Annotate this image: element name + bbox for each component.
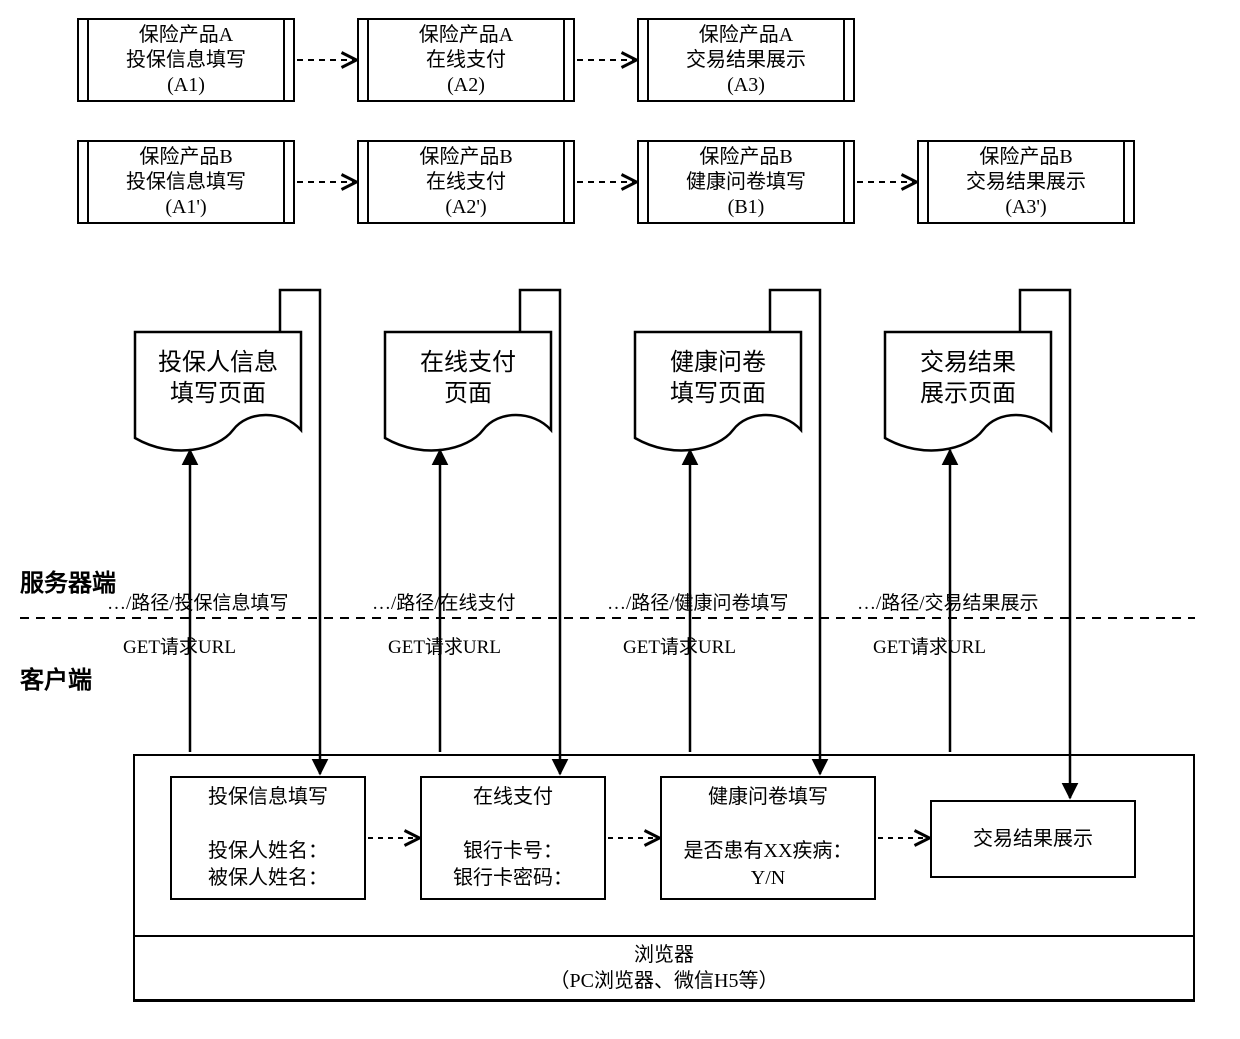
doc-health-label: 健康问卷 填写页面 — [633, 330, 803, 410]
browser-bar-text: 浏览器 （PC浏览器、微信H5等） — [550, 942, 779, 994]
step-a3-text: 保险产品A 交易结果展示 (A3) — [668, 17, 824, 104]
step-a3: 保险产品A 交易结果展示 (A3) — [637, 18, 855, 102]
doc-info: 投保人信息 填写页面 — [133, 330, 303, 460]
path-0: …/路径/投保信息填写 — [107, 588, 289, 615]
doc-info-label: 投保人信息 填写页面 — [133, 330, 303, 410]
step-a2: 保险产品A 在线支付 (A2) — [357, 18, 575, 102]
client-box-3: 交易结果展示 — [930, 800, 1136, 878]
path-3: …/路径/交易结果展示 — [857, 588, 1039, 615]
doc-pay-label: 在线支付 页面 — [383, 330, 553, 410]
client-box-0: 投保信息填写投保人姓名： 被保人姓名： — [170, 776, 366, 900]
client-box-3-title: 交易结果展示 — [973, 828, 1093, 850]
req-2: GET请求URL — [623, 632, 736, 659]
client-box-2: 健康问卷填写是否患有XX疾病： Y/N — [660, 776, 876, 900]
client-box-2-body: 是否患有XX疾病： Y/N — [684, 840, 853, 889]
path-1: …/路径/在线支付 — [372, 588, 516, 615]
step-b1-text: 保险产品B 投保信息填写 (A1') — [108, 139, 264, 226]
client-box-0-body: 投保人姓名： 被保人姓名： — [208, 840, 328, 889]
doc-pay: 在线支付 页面 — [383, 330, 553, 460]
req-3: GET请求URL — [873, 632, 986, 659]
doc-health: 健康问卷 填写页面 — [633, 330, 803, 460]
step-b2: 保险产品B 在线支付 (A2') — [357, 140, 575, 224]
step-a1-text: 保险产品A 投保信息填写 (A1) — [108, 17, 264, 104]
client-label: 客户端 — [20, 660, 92, 695]
server-label: 服务器端 — [20, 563, 116, 598]
step-b4: 保险产品B 交易结果展示 (A3') — [917, 140, 1135, 224]
client-box-0-title: 投保信息填写 — [208, 784, 328, 811]
req-1: GET请求URL — [388, 632, 501, 659]
step-b2-text: 保险产品B 在线支付 (A2') — [401, 139, 530, 226]
step-b3-text: 保险产品B 健康问卷填写 (B1) — [668, 139, 824, 226]
step-a2-text: 保险产品A 在线支付 (A2) — [401, 17, 531, 104]
client-box-2-title: 健康问卷填写 — [684, 784, 853, 811]
step-b3: 保险产品B 健康问卷填写 (B1) — [637, 140, 855, 224]
req-0: GET请求URL — [123, 632, 236, 659]
doc-result-label: 交易结果 展示页面 — [883, 330, 1053, 410]
step-a1: 保险产品A 投保信息填写 (A1) — [77, 18, 295, 102]
browser-bar: 浏览器 （PC浏览器、微信H5等） — [133, 935, 1195, 1001]
client-box-1-body: 银行卡号： 银行卡密码： — [453, 840, 573, 889]
client-box-1-title: 在线支付 — [453, 784, 573, 811]
step-b4-text: 保险产品B 交易结果展示 (A3') — [948, 139, 1104, 226]
step-b1: 保险产品B 投保信息填写 (A1') — [77, 140, 295, 224]
client-box-1: 在线支付银行卡号： 银行卡密码： — [420, 776, 606, 900]
path-2: …/路径/健康问卷填写 — [607, 588, 789, 615]
doc-result: 交易结果 展示页面 — [883, 330, 1053, 460]
